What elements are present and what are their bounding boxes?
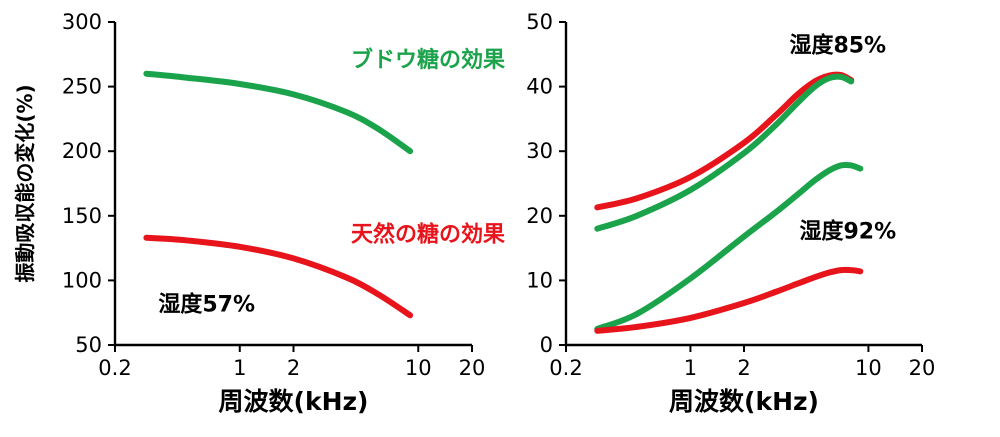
x-tick-label: 20 — [909, 356, 936, 380]
x-tick-label: 1 — [233, 356, 246, 380]
series-line-red-4 — [594, 266, 864, 334]
y-tick-label: 20 — [526, 204, 553, 228]
y-tick-label: 200 — [62, 139, 102, 163]
x-tick-label: 20 — [459, 356, 486, 380]
annotation-label: 湿度85% — [789, 32, 886, 58]
series-line-green-2 — [594, 73, 855, 232]
x-tick-label: 1 — [684, 356, 697, 380]
chart-panel-1: 0.2 1 2 10 20 50 100 150 200 250 300 周波数(kHz) 振動吸収能の… — [13, 10, 505, 416]
x-tick-label: 10 — [855, 356, 882, 380]
y-tick-label: 30 — [526, 139, 553, 163]
chart-panel-2: 0.2 1 2 10 20 0 10 20 30 40 50 周波数(kHz) 湿度85% 湿度92% — [526, 10, 935, 416]
annotation-label: ブドウ糖の効果 — [351, 47, 505, 73]
series-line-red-2 — [143, 234, 414, 319]
x-tick-label: 10 — [405, 356, 432, 380]
y-tick-label: 40 — [526, 75, 553, 99]
x-tick-label: 0.2 — [549, 356, 582, 380]
x-tick-label: 2 — [737, 356, 750, 380]
series-line-green-1 — [143, 70, 414, 155]
annotation-label: 天然の糖の効果 — [351, 222, 505, 248]
y-axis-label: 振動吸収能の変化(%) — [13, 84, 37, 282]
axis-frame — [564, 22, 922, 347]
y-tick-label: 150 — [62, 204, 102, 228]
y-tick-label: 10 — [526, 268, 553, 292]
y-tick-label: 300 — [62, 10, 102, 34]
series-line-red-1 — [594, 71, 855, 211]
x-tick-label: 2 — [287, 356, 300, 380]
series-line-green-3 — [594, 161, 864, 332]
x-axis-label: 周波数(kHz) — [669, 387, 819, 416]
y-tick-label: 0 — [540, 333, 553, 357]
x-tick-label: 0.2 — [98, 356, 131, 380]
y-tick-label: 50 — [526, 10, 553, 34]
y-tick-label: 50 — [75, 333, 102, 357]
y-tick-label: 100 — [62, 268, 102, 292]
annotation-label: 湿度57% — [158, 291, 255, 317]
y-tick-label: 250 — [62, 75, 102, 99]
annotation-label: 湿度92% — [799, 218, 896, 244]
x-axis-label: 周波数(kHz) — [219, 387, 369, 416]
